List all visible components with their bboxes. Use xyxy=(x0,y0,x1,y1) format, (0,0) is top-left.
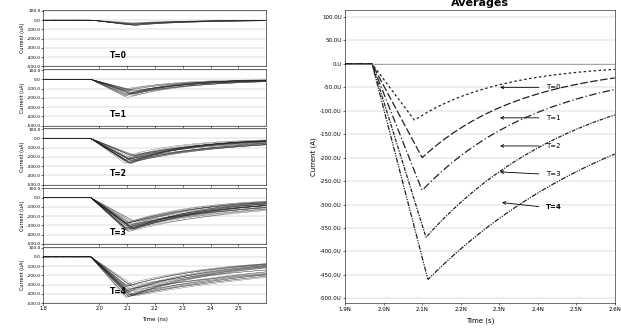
T=2 xyxy=(611,88,619,92)
T=3 xyxy=(488,175,496,179)
T=0 xyxy=(470,90,478,94)
Text: T=0: T=0 xyxy=(111,51,127,60)
T=2 xyxy=(342,62,349,66)
T=2 xyxy=(419,188,426,192)
Text: T=4: T=4 xyxy=(111,287,127,296)
T=0 xyxy=(488,85,496,89)
Line: T=0: T=0 xyxy=(345,64,615,120)
T=4 xyxy=(502,211,510,215)
T=4 xyxy=(605,155,612,159)
Text: T=4: T=4 xyxy=(546,204,562,210)
T=4 xyxy=(425,277,432,281)
Y-axis label: Current (uA): Current (uA) xyxy=(20,23,25,53)
Text: T=1: T=1 xyxy=(546,115,561,121)
T=4 xyxy=(488,222,496,226)
T=0 xyxy=(410,118,418,122)
T=1 xyxy=(470,118,478,122)
T=2 xyxy=(488,133,496,137)
T=3 xyxy=(605,115,612,119)
T=2 xyxy=(605,89,612,93)
Line: T=4: T=4 xyxy=(345,64,615,279)
T=4 xyxy=(563,175,571,179)
T=0 xyxy=(471,90,479,94)
T=0 xyxy=(342,62,349,66)
T=1 xyxy=(605,77,612,81)
Y-axis label: Current (uA): Current (uA) xyxy=(20,200,25,231)
T=3 xyxy=(611,113,619,117)
T=0 xyxy=(605,68,612,72)
Text: T=0: T=0 xyxy=(546,84,561,90)
T=1 xyxy=(488,109,496,113)
Text: T=3: T=3 xyxy=(546,171,561,177)
T=1 xyxy=(471,118,479,122)
Y-axis label: Current (A): Current (A) xyxy=(310,137,317,176)
T=3 xyxy=(471,188,479,192)
T=2 xyxy=(470,145,478,149)
Text: T=2: T=2 xyxy=(546,143,561,149)
Y-axis label: Current (uA): Current (uA) xyxy=(20,260,25,290)
Text: T=1: T=1 xyxy=(111,110,127,119)
T=3 xyxy=(502,165,510,169)
Title: Averages: Averages xyxy=(451,0,509,8)
Line: T=1: T=1 xyxy=(345,64,615,158)
T=4 xyxy=(470,236,478,240)
X-axis label: Time (s): Time (s) xyxy=(466,317,494,324)
Y-axis label: Current (uA): Current (uA) xyxy=(20,141,25,172)
T=2 xyxy=(471,143,479,147)
T=0 xyxy=(611,67,619,71)
T=1 xyxy=(563,85,571,89)
T=4 xyxy=(342,62,349,66)
T=3 xyxy=(563,132,571,136)
T=3 xyxy=(342,62,349,66)
Text: T=2: T=2 xyxy=(111,169,127,178)
T=2 xyxy=(563,100,571,104)
T=1 xyxy=(502,103,510,107)
Line: T=2: T=2 xyxy=(345,64,615,190)
T=3 xyxy=(422,235,430,239)
T=4 xyxy=(611,152,619,156)
T=0 xyxy=(563,71,571,75)
T=4 xyxy=(471,235,479,239)
Y-axis label: Current (uA): Current (uA) xyxy=(20,82,25,113)
Text: T=3: T=3 xyxy=(111,228,127,237)
T=3 xyxy=(470,189,478,193)
T=1 xyxy=(611,76,619,80)
T=1 xyxy=(419,156,426,160)
T=2 xyxy=(502,125,510,129)
Line: T=3: T=3 xyxy=(345,64,615,237)
T=1 xyxy=(342,62,349,66)
X-axis label: Time (ns): Time (ns) xyxy=(142,317,168,322)
T=0 xyxy=(502,81,510,85)
